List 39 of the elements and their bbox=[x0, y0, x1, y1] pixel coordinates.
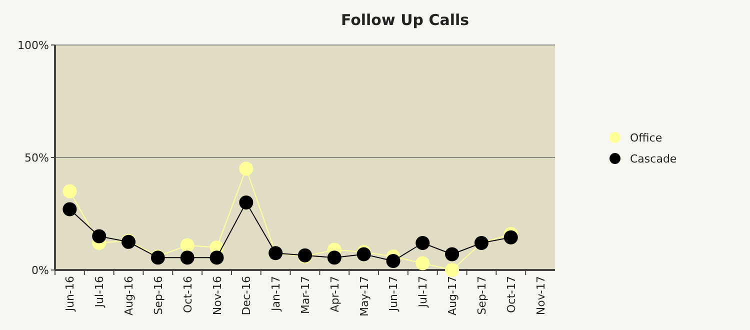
x-tick-label: Mar-17 bbox=[299, 276, 312, 314]
x-tick-label: May-17 bbox=[358, 276, 371, 317]
point bbox=[445, 247, 460, 262]
x-tick-label: Dec-16 bbox=[240, 276, 254, 316]
x-tick-label: Aug-17 bbox=[446, 276, 460, 316]
y-tick-label: 50% bbox=[24, 151, 49, 164]
x-tick-label: Aug-16 bbox=[122, 276, 136, 316]
x-tick-label: Sep-16 bbox=[152, 276, 165, 315]
point bbox=[180, 250, 194, 265]
point bbox=[239, 162, 254, 176]
chart-title: Follow Up Calls bbox=[340, 11, 470, 29]
x-tick-label: Jan-17 bbox=[270, 276, 283, 312]
point bbox=[416, 236, 430, 250]
x-tick-label: Sep-17 bbox=[475, 276, 488, 315]
point bbox=[180, 238, 194, 252]
point bbox=[386, 254, 400, 268]
point bbox=[504, 230, 518, 244]
point bbox=[327, 250, 342, 265]
point bbox=[92, 229, 106, 244]
x-tick-label: Nov-16 bbox=[210, 276, 224, 316]
x-tick-label: Nov-17 bbox=[534, 276, 548, 316]
y-tick-label: 100% bbox=[18, 38, 49, 52]
point bbox=[416, 256, 430, 270]
point bbox=[445, 263, 460, 277]
legend-label: Cascade bbox=[630, 152, 677, 166]
x-tick-label: Jul-17 bbox=[416, 276, 430, 308]
x-tick-label: Oct-16 bbox=[181, 276, 194, 313]
point bbox=[356, 247, 371, 262]
x-tick-label: Jul-16 bbox=[93, 276, 106, 308]
legend-label: Office bbox=[630, 131, 662, 144]
point bbox=[62, 202, 77, 216]
x-tick-label: Apr-17 bbox=[328, 276, 342, 312]
point bbox=[62, 184, 77, 198]
point bbox=[210, 250, 224, 265]
y-tick-label: 0% bbox=[32, 264, 49, 277]
x-tick-label: Jun-16 bbox=[64, 276, 77, 312]
point bbox=[239, 196, 254, 210]
x-tick-label: Jun-17 bbox=[387, 276, 400, 312]
x-tick-label: Oct-17 bbox=[504, 276, 518, 313]
